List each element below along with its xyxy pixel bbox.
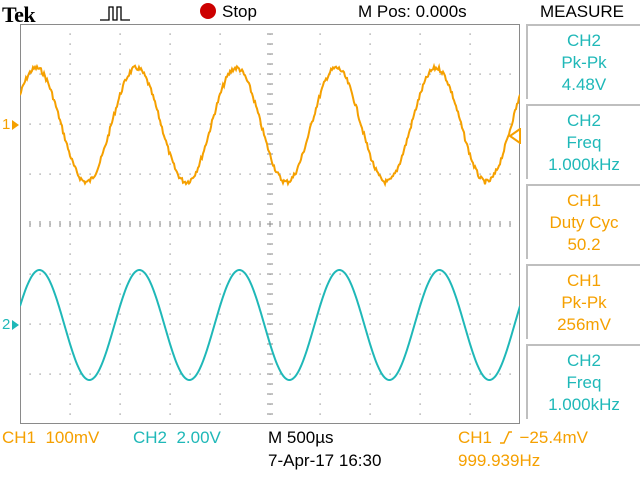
trigger-level: −25.4mV: [519, 428, 588, 447]
measure-type: Duty Cyc: [549, 213, 619, 232]
trigger-pulse-icon: [100, 6, 130, 21]
measure-source: CH2: [566, 351, 601, 370]
measure-value: 1.000kHz: [548, 155, 620, 174]
measure-slot-1[interactable]: CH2 Pk-Pk 4.48V: [526, 24, 640, 99]
measure-value: 1.000kHz: [548, 395, 620, 414]
ch2-ground-marker[interactable]: 2: [2, 315, 20, 335]
measure-value: 256mV: [557, 315, 611, 334]
measure-type: Pk-Pk: [561, 293, 607, 312]
trigger-level-arrow-icon: [508, 128, 521, 144]
ch1-waveform: [20, 62, 520, 188]
timebase-value: M 500: [268, 428, 316, 447]
waveform-display[interactable]: [20, 24, 520, 424]
ch2-marker-label: 2: [2, 316, 11, 333]
stop-dot-icon: [200, 3, 216, 19]
measure-panel: CH2 Pk-Pk 4.48V CH2 Freq 1.000kHz CH1 Du…: [522, 24, 640, 424]
ch2-ground-marker-icon: [12, 320, 19, 330]
measure-source: CH2: [566, 31, 601, 50]
ch1-scale-readout: CH1 100mV: [2, 428, 100, 447]
measure-source: CH1: [566, 191, 601, 210]
measure-slot-2[interactable]: CH2 Freq 1.000kHz: [526, 104, 640, 179]
trigger-readout: CH1 −25.4mV: [458, 428, 588, 448]
timebase-unit: µs: [315, 428, 334, 447]
horizontal-position-readout: M Pos: 0.000s: [358, 2, 467, 21]
ch1-marker-label: 1: [2, 116, 11, 133]
measure-type: Pk-Pk: [561, 53, 607, 72]
measure-type: Freq: [566, 373, 602, 392]
measure-slot-3[interactable]: CH1 Duty Cyc 50.2: [526, 184, 640, 259]
measure-slot-4[interactable]: CH1 Pk-Pk 256mV: [526, 264, 640, 339]
date-time-readout: 7-Apr-17 16:30: [268, 451, 382, 470]
measure-value: 50.2: [567, 235, 601, 254]
ch1-ground-marker[interactable]: 1: [2, 115, 20, 135]
brand-logo: Tek: [2, 2, 36, 27]
rising-edge-icon: [499, 431, 512, 444]
ch1-ground-marker-icon: [12, 120, 19, 130]
ch2-waveform: [20, 269, 520, 381]
ch2-scale-readout: CH2 2.00V: [133, 428, 221, 447]
measure-slot-5[interactable]: CH2 Freq 1.000kHz: [526, 344, 640, 419]
measure-source: CH2: [566, 111, 601, 130]
measure-value: 4.48V: [561, 75, 607, 94]
run-state-label: Stop: [222, 2, 257, 21]
timebase-readout: M 500µs: [268, 428, 334, 448]
measure-source: CH1: [566, 271, 601, 290]
trigger-source: CH1: [458, 428, 493, 447]
trigger-frequency-readout: 999.939Hz: [458, 451, 541, 470]
measure-type: Freq: [566, 133, 602, 152]
menu-title: MEASURE: [539, 2, 625, 21]
